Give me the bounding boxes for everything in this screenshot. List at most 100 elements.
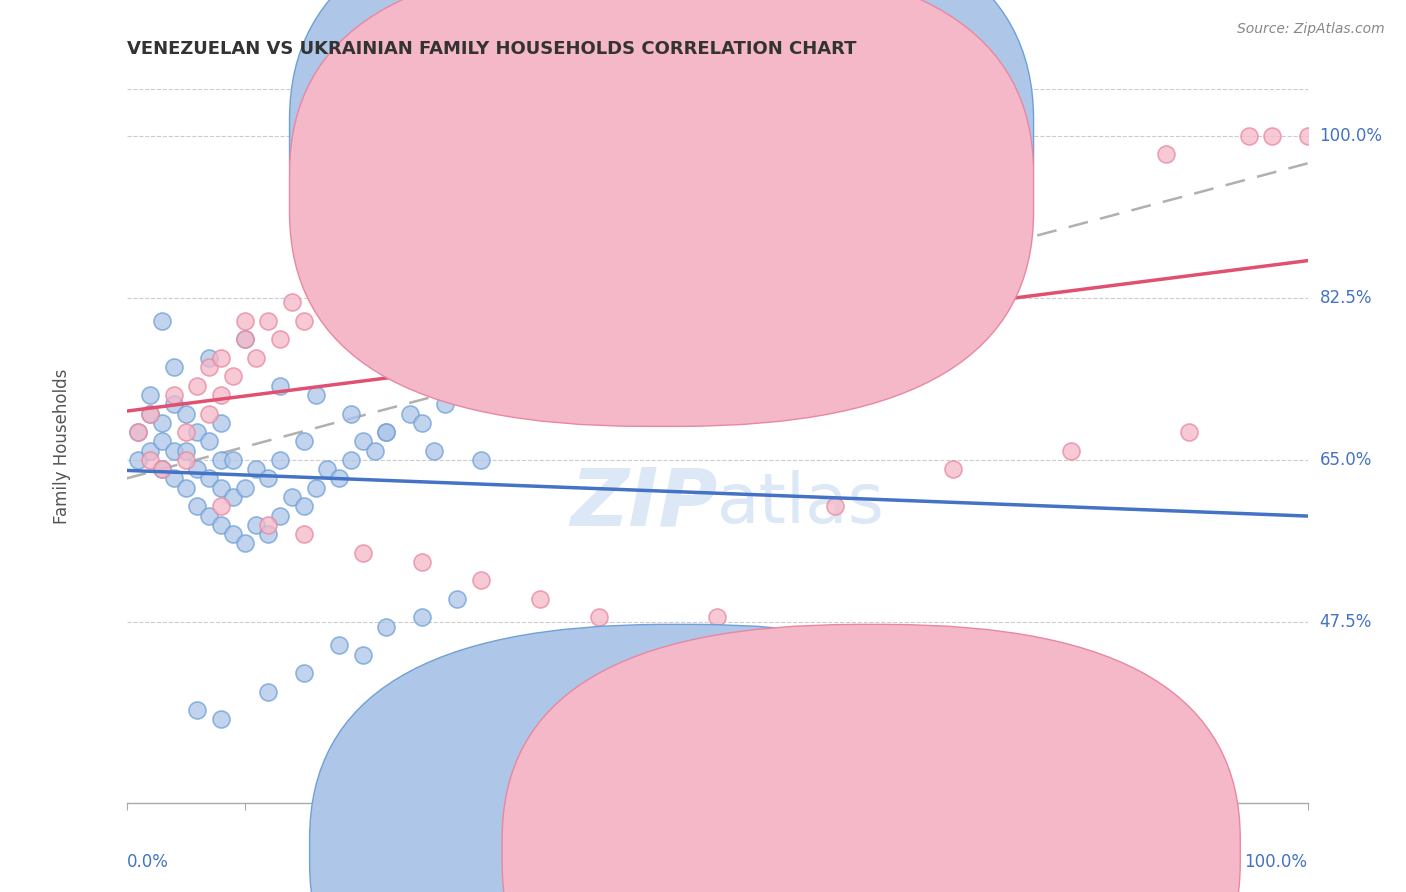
Point bbox=[1154, 147, 1177, 161]
Point bbox=[269, 508, 291, 523]
Text: Venezuelans: Venezuelans bbox=[693, 853, 799, 871]
Text: 0.0%: 0.0% bbox=[127, 853, 169, 871]
Text: Family Households: Family Households bbox=[52, 368, 70, 524]
Point bbox=[529, 369, 551, 384]
Point bbox=[233, 314, 256, 328]
Point bbox=[150, 314, 173, 328]
Point bbox=[209, 517, 232, 532]
Point bbox=[233, 536, 256, 550]
Point bbox=[245, 351, 267, 365]
Text: Ukrainians: Ukrainians bbox=[870, 853, 959, 871]
Point bbox=[257, 471, 280, 485]
Point bbox=[198, 508, 221, 523]
Text: Source: ZipAtlas.com: Source: ZipAtlas.com bbox=[1237, 22, 1385, 37]
Point bbox=[328, 471, 350, 485]
Point bbox=[163, 397, 186, 411]
Point bbox=[1296, 128, 1319, 143]
Text: 100.0%: 100.0% bbox=[1244, 853, 1308, 871]
Text: 100.0%: 100.0% bbox=[1319, 127, 1382, 145]
Point bbox=[139, 407, 162, 421]
Point bbox=[612, 388, 634, 402]
Point bbox=[292, 434, 315, 449]
Point bbox=[163, 360, 186, 375]
Text: atlas: atlas bbox=[717, 469, 884, 537]
Point bbox=[222, 369, 245, 384]
FancyBboxPatch shape bbox=[502, 624, 1240, 892]
Point bbox=[198, 360, 221, 375]
FancyBboxPatch shape bbox=[290, 0, 1033, 426]
Point bbox=[316, 462, 339, 476]
Point bbox=[150, 416, 173, 430]
Point bbox=[434, 397, 457, 411]
FancyBboxPatch shape bbox=[290, 0, 1033, 373]
Point bbox=[127, 453, 149, 467]
Point bbox=[411, 277, 433, 291]
Point bbox=[636, 221, 658, 235]
Point bbox=[186, 462, 208, 476]
Point bbox=[446, 591, 468, 606]
Point bbox=[588, 610, 610, 624]
Point bbox=[139, 443, 162, 458]
Point bbox=[209, 388, 232, 402]
Point bbox=[470, 388, 492, 402]
Point bbox=[399, 407, 422, 421]
Point bbox=[942, 462, 965, 476]
Point bbox=[233, 333, 256, 347]
Point bbox=[682, 240, 704, 254]
Point bbox=[1237, 128, 1260, 143]
Point bbox=[328, 277, 350, 291]
Point bbox=[1060, 443, 1083, 458]
Point bbox=[304, 277, 326, 291]
Point bbox=[174, 407, 197, 421]
Point bbox=[186, 425, 208, 439]
Point bbox=[352, 434, 374, 449]
Point bbox=[328, 638, 350, 652]
Point bbox=[375, 620, 398, 634]
Point bbox=[375, 425, 398, 439]
Point bbox=[198, 434, 221, 449]
Point bbox=[292, 527, 315, 541]
Point bbox=[1261, 128, 1284, 143]
Point bbox=[292, 314, 315, 328]
Point bbox=[269, 453, 291, 467]
Point bbox=[174, 425, 197, 439]
Point bbox=[174, 481, 197, 495]
Point bbox=[209, 500, 232, 514]
Text: 65.0%: 65.0% bbox=[1319, 450, 1372, 469]
Text: R =  0.517   N = 57: R = 0.517 N = 57 bbox=[697, 183, 889, 202]
Point bbox=[163, 471, 186, 485]
Point bbox=[174, 443, 197, 458]
Point bbox=[340, 453, 363, 467]
Point bbox=[198, 471, 221, 485]
Point bbox=[222, 527, 245, 541]
Point bbox=[233, 333, 256, 347]
Point bbox=[505, 258, 527, 272]
FancyBboxPatch shape bbox=[309, 624, 1047, 892]
Point bbox=[387, 258, 409, 272]
Text: 82.5%: 82.5% bbox=[1319, 289, 1372, 307]
Point bbox=[352, 545, 374, 559]
Point bbox=[363, 443, 385, 458]
Point bbox=[422, 443, 444, 458]
Text: 47.5%: 47.5% bbox=[1319, 613, 1372, 631]
Point bbox=[245, 517, 267, 532]
Point bbox=[209, 416, 232, 430]
Point bbox=[776, 221, 799, 235]
Text: ZIP: ZIP bbox=[569, 464, 717, 542]
Point bbox=[186, 378, 208, 392]
Point bbox=[139, 388, 162, 402]
Point bbox=[411, 610, 433, 624]
Point bbox=[198, 351, 221, 365]
Point bbox=[127, 425, 149, 439]
Point bbox=[529, 591, 551, 606]
Point bbox=[150, 462, 173, 476]
Point bbox=[304, 388, 326, 402]
Point bbox=[281, 295, 304, 310]
Point bbox=[363, 295, 385, 310]
Point bbox=[163, 443, 186, 458]
Point bbox=[340, 286, 363, 301]
Point bbox=[316, 295, 339, 310]
Point bbox=[1178, 425, 1201, 439]
Point bbox=[292, 666, 315, 681]
Point bbox=[352, 648, 374, 662]
